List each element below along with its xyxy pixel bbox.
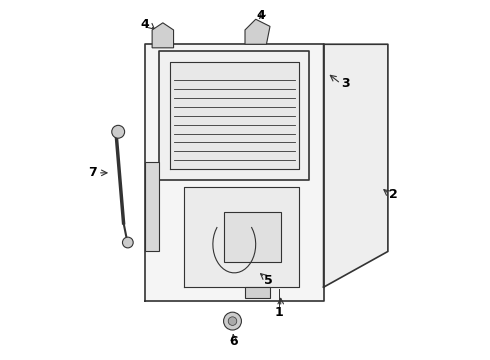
Polygon shape bbox=[245, 19, 270, 44]
Circle shape bbox=[122, 237, 133, 248]
Text: 7: 7 bbox=[88, 166, 97, 179]
Circle shape bbox=[223, 312, 242, 330]
Polygon shape bbox=[145, 162, 159, 251]
Polygon shape bbox=[145, 44, 323, 301]
Bar bbox=[223, 212, 281, 262]
Polygon shape bbox=[159, 51, 309, 180]
Polygon shape bbox=[245, 287, 270, 298]
Text: 1: 1 bbox=[274, 306, 283, 319]
Text: 6: 6 bbox=[229, 335, 238, 348]
Polygon shape bbox=[152, 23, 173, 48]
Text: 5: 5 bbox=[264, 274, 272, 287]
Polygon shape bbox=[323, 44, 388, 287]
Polygon shape bbox=[170, 62, 298, 169]
Circle shape bbox=[228, 317, 237, 325]
Text: 3: 3 bbox=[341, 77, 349, 90]
Text: 2: 2 bbox=[389, 188, 397, 201]
Text: 4: 4 bbox=[257, 9, 266, 22]
Text: 4: 4 bbox=[141, 18, 149, 31]
Circle shape bbox=[112, 125, 124, 138]
Polygon shape bbox=[184, 187, 298, 287]
